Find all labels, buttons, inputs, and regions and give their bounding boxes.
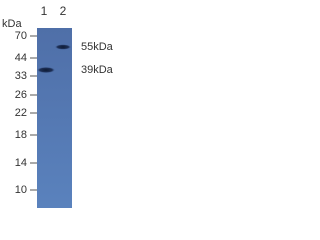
marker-label: 18 xyxy=(15,129,27,141)
marker-label: 44 xyxy=(15,52,27,64)
band-lane-2 xyxy=(55,44,71,50)
marker-label: 33 xyxy=(15,70,27,82)
blot-figure: kDa 1 2 70 44 33 26 22 18 14 10 55kDa 39… xyxy=(2,4,114,208)
marker-label: 22 xyxy=(15,107,27,119)
band-label: 55kDa xyxy=(81,41,114,53)
marker-ladder: 70 44 33 26 22 18 14 10 xyxy=(15,30,37,196)
band-label: 39kDa xyxy=(81,64,114,76)
marker-label: 70 xyxy=(15,30,27,42)
marker-label: 26 xyxy=(15,89,27,101)
marker-label: 14 xyxy=(15,157,27,169)
lane-label: 1 xyxy=(41,4,48,18)
unit-label: kDa xyxy=(2,18,22,30)
marker-label: 10 xyxy=(15,184,27,196)
membrane xyxy=(37,28,72,208)
band-lane-1 xyxy=(37,67,55,73)
lane-label: 2 xyxy=(60,4,67,18)
